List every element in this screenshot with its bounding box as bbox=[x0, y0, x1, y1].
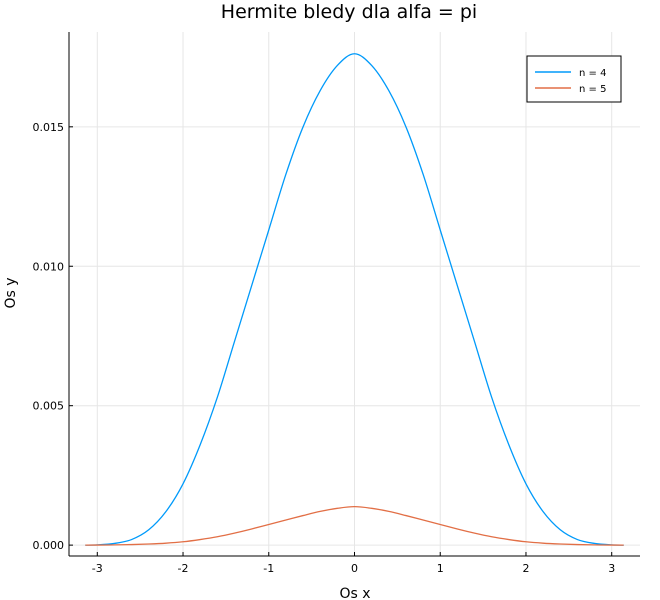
legend-box bbox=[526, 55, 622, 103]
chart-title: Hermite bledy dla alfa = pi bbox=[221, 1, 477, 23]
x-tick-label: 0 bbox=[351, 562, 358, 575]
legend: n = 4 n = 5 bbox=[526, 55, 622, 103]
y-axis-label: Os y bbox=[3, 277, 19, 308]
series-lines bbox=[85, 53, 624, 546]
y-tick-label: 0.005 bbox=[33, 400, 65, 413]
x-tick-label: -1 bbox=[263, 562, 274, 575]
x-axis-label: Os x bbox=[339, 586, 370, 600]
legend-label-2: n = 5 bbox=[579, 84, 606, 95]
x-tick-label: -3 bbox=[92, 562, 103, 575]
legend-label-1: n = 4 bbox=[579, 68, 606, 79]
x-tick-label: 3 bbox=[608, 562, 615, 575]
y-tick-label: 0.010 bbox=[33, 260, 65, 273]
y-ticks: 0.000 0.005 0.010 0.015 bbox=[33, 121, 73, 552]
x-ticks: -3 -2 -1 0 1 2 3 bbox=[92, 552, 615, 575]
x-tick-label: 1 bbox=[437, 562, 444, 575]
x-tick-label: 2 bbox=[522, 562, 529, 575]
y-tick-label: 0.000 bbox=[33, 539, 65, 552]
x-tick-label: -2 bbox=[178, 562, 189, 575]
y-tick-label: 0.015 bbox=[33, 121, 65, 134]
series-line-1 bbox=[85, 53, 624, 546]
grid bbox=[69, 32, 640, 556]
series-line-2 bbox=[85, 505, 624, 546]
